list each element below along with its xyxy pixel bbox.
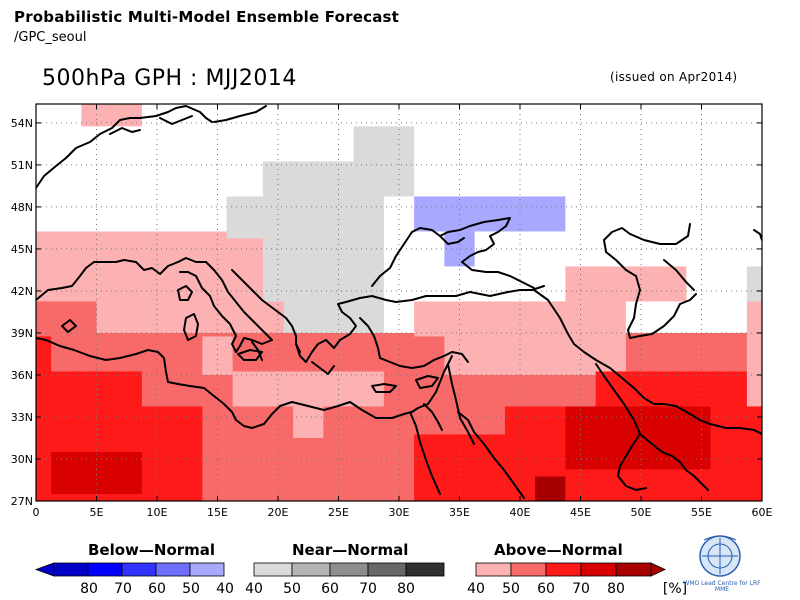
lat-label: 39N bbox=[11, 327, 33, 340]
lat-label: 54N bbox=[11, 117, 33, 130]
legend-near-label: 50 bbox=[283, 581, 301, 597]
dotted-gridlines bbox=[36, 104, 762, 501]
legend-arrow-left bbox=[34, 562, 55, 577]
legend-above-label: 40 bbox=[467, 581, 485, 597]
latitude-labels: 54N 51N 48N 45N 42N 39N 36N 33N 30N 27N bbox=[11, 117, 33, 508]
legend-above-label: 80 bbox=[607, 581, 625, 597]
prob-cell bbox=[565, 266, 687, 302]
legend-near-label: 40 bbox=[245, 581, 263, 597]
lon-label: 40E bbox=[510, 506, 531, 519]
legend-below-label: 50 bbox=[182, 581, 200, 597]
lat-label: 45N bbox=[11, 243, 33, 256]
legend-swatch bbox=[253, 562, 293, 577]
legend-swatch bbox=[87, 562, 123, 577]
figure-title: Probabilistic Multi-Model Ensemble Forec… bbox=[14, 8, 400, 26]
prob-cell bbox=[262, 161, 354, 197]
legend-arrow-right bbox=[650, 562, 666, 577]
lon-label: 10E bbox=[147, 506, 168, 519]
axis-ticks bbox=[35, 104, 763, 502]
legend-swatch bbox=[405, 562, 445, 577]
prob-cell bbox=[746, 301, 762, 407]
lon-label: 15E bbox=[207, 506, 228, 519]
prob-cell bbox=[293, 406, 324, 438]
legend: 80 70 60 50 40 40 50 60 70 80 40 50 60 70 80 [%] bbox=[34, 562, 687, 597]
prob-cell bbox=[414, 196, 566, 232]
lat-label: 42N bbox=[11, 285, 33, 298]
lat-label: 30N bbox=[11, 453, 33, 466]
legend-near-label: 70 bbox=[359, 581, 377, 597]
prob-cell bbox=[36, 301, 97, 333]
longitude-labels: 0 5E 10E 15E 20E 25E 30E 35E 40E 45E 50E 55E 60E bbox=[33, 506, 773, 519]
prob-cell bbox=[232, 371, 384, 407]
legend-near-title: Near—Normal bbox=[292, 541, 409, 559]
legend-below-label: 80 bbox=[80, 581, 98, 597]
legend-swatch bbox=[121, 562, 157, 577]
legend-swatch bbox=[615, 562, 652, 577]
legend-swatch bbox=[189, 562, 225, 577]
legend-near-label: 80 bbox=[397, 581, 415, 597]
legend-above-label: 70 bbox=[572, 581, 590, 597]
logo-caption: WMO Lead Centre for LRF MME bbox=[683, 580, 761, 593]
prob-cell bbox=[444, 231, 475, 267]
legend-swatch bbox=[510, 562, 547, 577]
map-title: 500hPa GPH : MJJ2014 bbox=[42, 66, 297, 91]
prob-cell bbox=[36, 336, 52, 375]
legend-swatch bbox=[53, 562, 89, 577]
legend-near-label: 60 bbox=[321, 581, 339, 597]
legend-swatch bbox=[291, 562, 331, 577]
prob-cell bbox=[284, 301, 384, 333]
prob-cell bbox=[353, 126, 415, 197]
lon-label: 55E bbox=[691, 506, 712, 519]
lon-label: 35E bbox=[449, 506, 470, 519]
figure-subtitle: /GPC_seoul bbox=[14, 30, 87, 45]
legend-swatch bbox=[155, 562, 191, 577]
coastlines bbox=[36, 105, 762, 499]
prob-cell bbox=[444, 336, 626, 375]
lat-label: 51N bbox=[11, 159, 33, 172]
prob-cell bbox=[262, 196, 384, 302]
legend-below-label: 70 bbox=[114, 581, 132, 597]
legend-swatch bbox=[545, 562, 582, 577]
legend-below-label: 40 bbox=[216, 581, 234, 597]
lon-label: 50E bbox=[631, 506, 652, 519]
legend-unit-label: [%] bbox=[663, 581, 687, 597]
wmo-logo bbox=[699, 535, 741, 577]
lat-label: 48N bbox=[11, 201, 33, 214]
legend-below-label: 60 bbox=[148, 581, 166, 597]
lat-label: 36N bbox=[11, 369, 33, 382]
lon-label: 60E bbox=[752, 506, 773, 519]
legend-above-title: Above—Normal bbox=[494, 541, 623, 559]
legend-above-label: 60 bbox=[537, 581, 555, 597]
lat-label: 27N bbox=[11, 495, 33, 508]
lon-label: 20E bbox=[268, 506, 289, 519]
lon-label: 30E bbox=[389, 506, 410, 519]
legend-swatch bbox=[580, 562, 617, 577]
lon-label: 45E bbox=[570, 506, 591, 519]
prob-cell bbox=[226, 196, 263, 239]
legend-swatch bbox=[367, 562, 407, 577]
prob-cell bbox=[414, 301, 626, 337]
lat-label: 33N bbox=[11, 411, 33, 424]
legend-below-title: Below—Normal bbox=[88, 541, 216, 559]
lon-label: 5E bbox=[90, 506, 104, 519]
lon-label: 0 bbox=[33, 506, 40, 519]
lon-label: 25E bbox=[328, 506, 349, 519]
prob-cell bbox=[202, 336, 233, 375]
prob-cell bbox=[535, 476, 566, 501]
prob-cell bbox=[746, 266, 762, 302]
prob-cell bbox=[51, 451, 142, 494]
prob-cell bbox=[141, 406, 203, 501]
legend-swatch bbox=[329, 562, 369, 577]
issued-label: (issued on Apr2014) bbox=[610, 70, 738, 84]
legend-above-label: 50 bbox=[502, 581, 520, 597]
prob-cell bbox=[595, 371, 747, 407]
legend-swatch bbox=[475, 562, 512, 577]
